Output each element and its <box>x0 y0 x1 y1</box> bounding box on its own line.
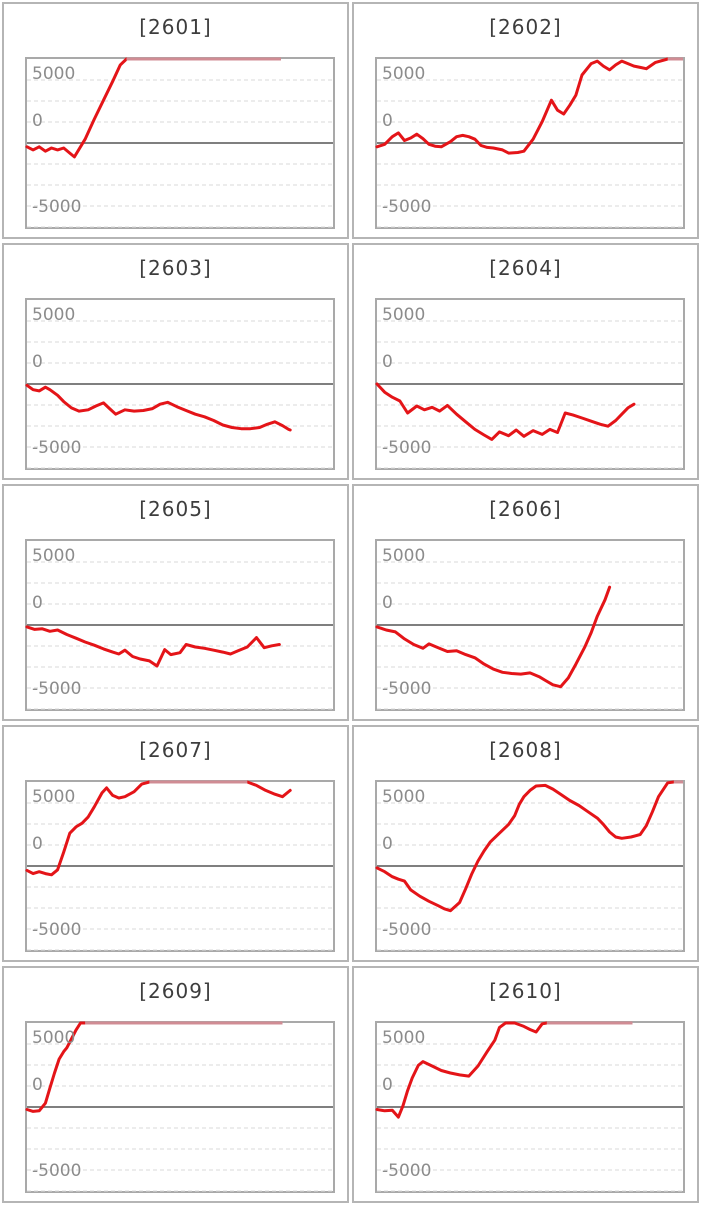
y-axis-label-0: 0 <box>382 834 393 854</box>
chart-tile[interactable]: [2607] 5000 0 -5000 <box>2 725 349 962</box>
y-axis-label-5000: 5000 <box>32 787 76 807</box>
payout-graph <box>25 780 333 951</box>
y-axis-label-5000: 5000 <box>382 546 426 566</box>
payout-graph <box>25 561 333 710</box>
y-axis-label-0: 0 <box>32 352 43 372</box>
y-axis-label-0: 0 <box>32 1075 43 1095</box>
payout-line <box>375 57 670 155</box>
payout-line <box>375 1021 549 1119</box>
payout-line <box>25 1021 87 1113</box>
payout-line <box>375 382 636 441</box>
payout-line <box>375 585 612 689</box>
chart-title: [2604] <box>489 256 562 280</box>
y-axis-label-5000: 5000 <box>382 1028 426 1048</box>
payout-graph <box>375 780 683 951</box>
chart-title: [2603] <box>139 256 212 280</box>
plot-area: 5000 0 -5000 <box>25 298 335 470</box>
plot-area: 5000 0 -5000 <box>375 298 685 470</box>
payout-line <box>25 625 281 668</box>
chart-title: [2605] <box>139 497 212 521</box>
chart-tile[interactable]: [2606] 5000 0 -5000 <box>352 484 699 721</box>
y-axis-label-minus5000: -5000 <box>32 1161 82 1181</box>
y-axis-label-0: 0 <box>32 111 43 131</box>
payout-line <box>25 57 128 159</box>
payout-graph <box>375 1021 683 1192</box>
y-axis-label-minus5000: -5000 <box>382 197 432 217</box>
plot-area: 5000 0 -5000 <box>25 57 335 229</box>
payout-graph <box>25 57 333 228</box>
plot-area: 5000 0 -5000 <box>375 780 685 952</box>
y-axis-label-minus5000: -5000 <box>32 438 82 458</box>
payout-line <box>245 780 292 799</box>
plot-area: 5000 0 -5000 <box>375 539 685 711</box>
y-axis-label-0: 0 <box>32 593 43 613</box>
chart-tile[interactable]: [2603] 5000 0 -5000 <box>2 243 349 480</box>
chart-tile[interactable]: [2605] 5000 0 -5000 <box>2 484 349 721</box>
plot-area: 5000 0 -5000 <box>25 1021 335 1193</box>
chart-tile[interactable]: [2609] 5000 0 -5000 <box>2 966 349 1203</box>
chart-title: [2602] <box>489 15 562 39</box>
payout-line <box>25 780 151 877</box>
y-axis-label-0: 0 <box>382 593 393 613</box>
y-axis-label-5000: 5000 <box>32 305 76 325</box>
chart-tile[interactable]: [2608] 5000 0 -5000 <box>352 725 699 962</box>
y-axis-label-5000: 5000 <box>32 1028 76 1048</box>
payout-graph <box>375 320 683 469</box>
y-axis-label-0: 0 <box>382 352 393 372</box>
chart-tile[interactable]: [2601] 5000 0 -5000 <box>2 2 349 239</box>
y-axis-label-minus5000: -5000 <box>382 920 432 940</box>
payout-graph <box>375 561 683 710</box>
y-axis-label-minus5000: -5000 <box>382 1161 432 1181</box>
y-axis-label-minus5000: -5000 <box>382 438 432 458</box>
y-axis-label-0: 0 <box>32 834 43 854</box>
payout-line <box>375 780 676 913</box>
y-axis-label-5000: 5000 <box>382 64 426 84</box>
plot-area: 5000 0 -5000 <box>375 57 685 229</box>
payout-graph <box>25 320 333 469</box>
chart-title: [2609] <box>139 979 212 1003</box>
y-axis-label-5000: 5000 <box>382 305 426 325</box>
chart-title: [2610] <box>489 979 562 1003</box>
y-axis-label-0: 0 <box>382 111 393 131</box>
y-axis-label-5000: 5000 <box>32 64 76 84</box>
y-axis-label-minus5000: -5000 <box>382 679 432 699</box>
payout-line <box>25 383 292 432</box>
chart-tile[interactable]: [2604] 5000 0 -5000 <box>352 243 699 480</box>
chart-title: [2607] <box>139 738 212 762</box>
plot-area: 5000 0 -5000 <box>375 1021 685 1193</box>
y-axis-label-minus5000: -5000 <box>32 197 82 217</box>
y-axis-label-5000: 5000 <box>32 546 76 566</box>
y-axis-label-5000: 5000 <box>382 787 426 807</box>
y-axis-label-0: 0 <box>382 1075 393 1095</box>
chart-title: [2606] <box>489 497 562 521</box>
payout-graph <box>25 1021 333 1192</box>
y-axis-label-minus5000: -5000 <box>32 679 82 699</box>
chart-title: [2601] <box>139 15 212 39</box>
y-axis-label-minus5000: -5000 <box>32 920 82 940</box>
chart-tile[interactable]: [2610] 5000 0 -5000 <box>352 966 699 1203</box>
chart-tile[interactable]: [2602] 5000 0 -5000 <box>352 2 699 239</box>
plot-area: 5000 0 -5000 <box>25 539 335 711</box>
payout-graph <box>375 57 683 228</box>
plot-area: 5000 0 -5000 <box>25 780 335 952</box>
chart-title: [2608] <box>489 738 562 762</box>
